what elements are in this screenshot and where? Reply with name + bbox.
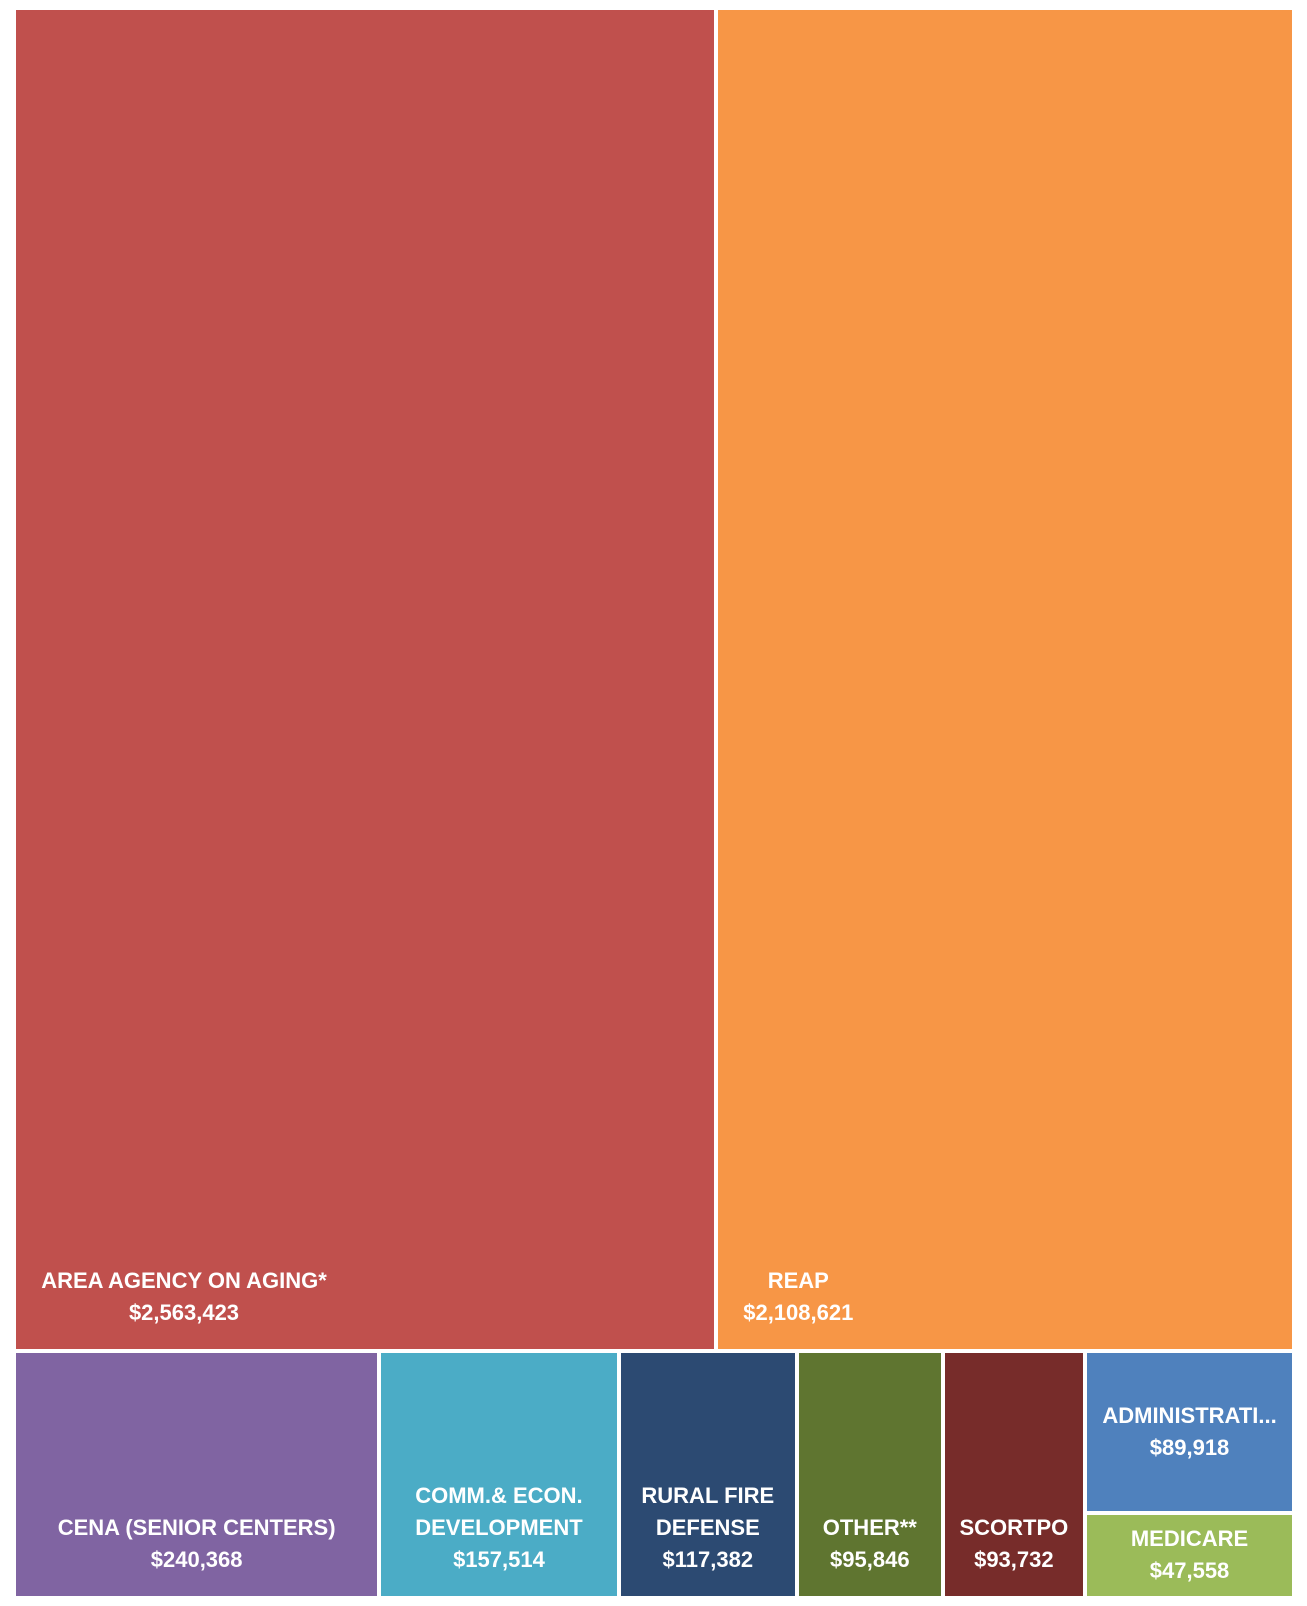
treemap-label: ADMINISTRATI... $89,918	[1087, 1400, 1292, 1464]
treemap-label: OTHER** $95,846	[799, 1512, 941, 1576]
value-label: $240,368	[150, 1547, 243, 1572]
value-label: $157,514	[453, 1547, 545, 1572]
category-label: OTHER**	[822, 1515, 917, 1540]
category-label: SCORTPO	[959, 1515, 1069, 1540]
treemap-tile-other: OTHER** $95,846	[797, 1351, 943, 1598]
treemap-label: AREA AGENCY ON AGING* $2,563,423	[34, 1265, 334, 1329]
category-label: REAP	[767, 1268, 829, 1293]
treemap-tile-comm-econ-development: COMM.& ECON. DEVELOPMENT $157,514	[379, 1351, 619, 1598]
value-label: $47,558	[1149, 1558, 1230, 1584]
treemap-tile-rural-fire-defense: RURAL FIRE DEFENSE $117,382	[618, 1351, 797, 1598]
value-label: $117,382	[662, 1547, 754, 1572]
value-label: $2,563,423	[128, 1300, 240, 1325]
treemap-tile-medicare: MEDICARE $47,558	[1085, 1512, 1294, 1598]
treemap-label: RURAL FIRE DEFENSE $117,382	[621, 1480, 795, 1576]
treemap-tile-administrati: ADMINISTRATI... $89,918	[1085, 1351, 1294, 1513]
treemap-tile-area-agency-on-aging: AREA AGENCY ON AGING* $2,563,423	[14, 8, 717, 1351]
treemap-label: REAP $2,108,621	[728, 1265, 868, 1329]
treemap-label: SCORTPO $93,732	[945, 1512, 1083, 1576]
treemap-tile-cena-senior-centers: CENA (SENIOR CENTERS) $240,368	[14, 1351, 380, 1598]
category-label: AREA AGENCY ON AGING*	[41, 1268, 327, 1293]
category-label: RURAL FIRE DEFENSE	[641, 1483, 775, 1540]
category-label: ADMINISTRATI...	[1102, 1402, 1277, 1428]
category-label: MEDICARE	[1130, 1526, 1249, 1552]
value-label: $2,108,621	[743, 1300, 854, 1325]
category-label: CENA (SENIOR CENTERS)	[57, 1515, 336, 1540]
treemap-label: CENA (SENIOR CENTERS) $240,368	[16, 1512, 377, 1576]
value-label: $95,846	[830, 1547, 910, 1572]
treemap-label: MEDICARE $47,558	[1087, 1523, 1292, 1587]
treemap-label: COMM.& ECON. DEVELOPMENT $157,514	[381, 1480, 616, 1576]
category-label: COMM.& ECON. DEVELOPMENT	[415, 1483, 583, 1540]
treemap-tile-scortpo: SCORTPO $93,732	[942, 1351, 1086, 1598]
treemap-tile-reap: REAP $2,108,621	[716, 8, 1294, 1351]
value-label: $89,918	[1149, 1434, 1230, 1460]
value-label: $93,732	[974, 1547, 1054, 1572]
